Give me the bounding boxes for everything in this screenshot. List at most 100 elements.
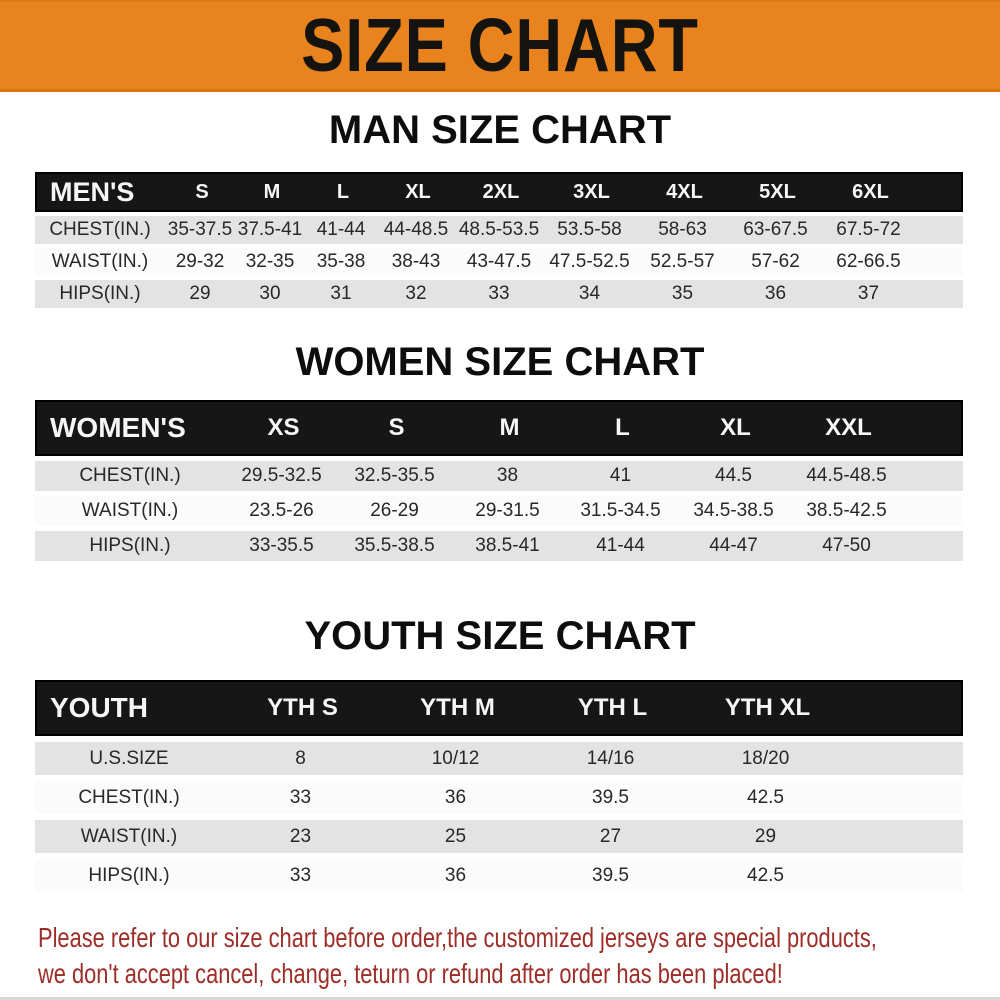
table-cell: 31.5-34.5: [580, 500, 661, 521]
table-cell: 29-32: [175, 251, 225, 272]
table-cell: 29: [754, 825, 777, 847]
row-label: CHEST(IN.): [78, 786, 180, 808]
table-cell: 42.5: [747, 864, 784, 886]
table-cell: 38.5-42.5: [806, 500, 887, 521]
table-row: CHEST(IN.) 33 36 39.5 42.5: [35, 781, 963, 814]
youth-column-header: YTH L: [577, 694, 648, 721]
table-cell: 38-43: [391, 251, 441, 272]
table-row: U.S.SIZE 8 10/12 14/16 18/20: [35, 742, 963, 775]
table-cell: 44-47: [709, 535, 758, 556]
disclaimer-line-2: we don't accept cancel, change, teturn o…: [38, 958, 783, 989]
table-cell: 37: [857, 283, 880, 304]
table-row: HIPS(IN.) 29 30 31 32 33 34 35 36 37: [35, 280, 963, 308]
women-section-heading: WOMEN SIZE CHART: [295, 340, 705, 384]
table-row: CHEST(IN.) 29.5-32.5 32.5-35.5 38 41 44.…: [35, 461, 963, 491]
table-cell: 33: [488, 283, 510, 304]
row-label: HIPS(IN.): [88, 864, 170, 886]
table-cell: 33: [289, 786, 312, 808]
womens-column-header: XL: [720, 414, 751, 441]
table-cell: 44.5-48.5: [806, 465, 887, 486]
mens-size-table: MEN'S S M L XL 2XL 3XL 4XL 5XL 6XL CHEST…: [35, 172, 963, 308]
table-cell: 47.5-52.5: [549, 251, 630, 272]
table-cell: 26-29: [370, 500, 419, 521]
mens-column-header: 2XL: [482, 180, 520, 203]
table-cell: 25: [444, 825, 467, 847]
row-label: U.S.SIZE: [89, 747, 169, 769]
disclaimer-note: Please refer to our size chart before or…: [38, 920, 1000, 992]
table-cell: 44-48.5: [383, 219, 449, 240]
table-cell: 39.5: [592, 786, 629, 808]
table-row: WAIST(IN.) 29-32 32-35 35-38 38-43 43-47…: [35, 248, 963, 276]
table-row: CHEST(IN.) 35-37.5 37.5-41 41-44 44-48.5…: [35, 216, 963, 244]
womens-table-header-label: WOMEN'S: [50, 412, 186, 443]
table-cell: 36: [444, 864, 467, 886]
table-cell: 57-62: [751, 251, 800, 272]
row-label: CHEST(IN.): [79, 465, 181, 486]
banner-title: SIZE CHART: [301, 3, 699, 88]
youth-column-header: YTH M: [420, 694, 495, 721]
table-cell: 27: [599, 825, 622, 847]
table-cell: 58-63: [658, 219, 707, 240]
table-cell: 41: [609, 465, 632, 486]
mens-column-header: XL: [405, 180, 431, 203]
womens-column-header: XXL: [825, 414, 872, 441]
table-cell: 34.5-38.5: [693, 500, 774, 521]
table-cell: 29-31.5: [475, 500, 540, 521]
table-cell: 29: [189, 283, 211, 304]
table-cell: 41-44: [316, 219, 366, 240]
table-cell: 32: [405, 283, 427, 304]
mens-column-header: 5XL: [759, 180, 796, 203]
table-cell: 47-50: [822, 535, 871, 556]
table-cell: 35-38: [316, 251, 366, 272]
mens-table-header-row: MEN'S S M L XL 2XL 3XL 4XL 5XL 6XL: [35, 172, 963, 212]
mens-column-header: S: [195, 180, 209, 203]
table-row: HIPS(IN.) 33 36 39.5 42.5: [35, 859, 963, 892]
youth-table-header-row: YOUTH YTH S YTH M YTH L YTH XL: [35, 680, 963, 736]
mens-table-header-label: MEN'S: [50, 176, 135, 207]
womens-table-header-row: WOMEN'S XS S M L XL XXL: [35, 400, 963, 456]
table-cell: 44.5: [715, 465, 752, 486]
table-cell: 52.5-57: [650, 251, 715, 272]
table-row: WAIST(IN.) 23.5-26 26-29 29-31.5 31.5-34…: [35, 496, 963, 526]
table-cell: 23: [289, 825, 312, 847]
mens-column-header: 3XL: [573, 180, 610, 203]
row-label: WAIST(IN.): [80, 825, 178, 847]
table-cell: 35.5-38.5: [354, 535, 435, 556]
table-cell: 38: [496, 465, 519, 486]
table-cell: 31: [330, 283, 352, 304]
youth-size-table: YOUTH YTH S YTH M YTH L YTH XL U.S.SIZE …: [35, 680, 963, 892]
mens-column-header: M: [263, 180, 281, 203]
womens-size-table: WOMEN'S XS S M L XL XXL CHEST(IN.) 29.5-…: [35, 400, 963, 561]
table-cell: 32-35: [245, 251, 295, 272]
youth-table-header-label: YOUTH: [50, 692, 148, 723]
table-cell: 37.5-41: [237, 219, 303, 240]
table-cell: 30: [259, 283, 281, 304]
youth-section-heading: YOUTH SIZE CHART: [304, 614, 696, 658]
table-row: HIPS(IN.) 33-35.5 35.5-38.5 38.5-41 41-4…: [35, 531, 963, 561]
table-cell: 62-66.5: [836, 251, 901, 272]
disclaimer-line-1: Please refer to our size chart before or…: [38, 922, 877, 953]
row-label: HIPS(IN.): [59, 283, 141, 304]
table-cell: 63-67.5: [743, 219, 808, 240]
womens-column-header: XS: [267, 414, 300, 441]
table-cell: 23.5-26: [249, 500, 314, 521]
mens-column-header: L: [336, 180, 350, 203]
table-cell: 33-35.5: [249, 535, 314, 556]
table-cell: 34: [578, 283, 601, 304]
size-chart-banner: SIZE CHART: [0, 0, 1000, 92]
table-cell: 36: [444, 786, 467, 808]
row-label: CHEST(IN.): [49, 219, 151, 240]
row-label: HIPS(IN.): [89, 535, 171, 556]
womens-column-header: M: [499, 414, 520, 441]
bottom-divider: [0, 997, 1000, 1000]
table-cell: 36: [764, 283, 787, 304]
table-cell: 67.5-72: [836, 219, 901, 240]
table-cell: 35: [671, 283, 694, 304]
row-label: WAIST(IN.): [51, 251, 149, 272]
row-label: WAIST(IN.): [81, 500, 179, 521]
table-cell: 42.5: [747, 786, 784, 808]
table-cell: 18/20: [741, 747, 790, 769]
table-row: WAIST(IN.) 23 25 27 29: [35, 820, 963, 853]
table-cell: 48.5-53.5: [458, 219, 540, 240]
mens-column-header: 4XL: [666, 180, 703, 203]
